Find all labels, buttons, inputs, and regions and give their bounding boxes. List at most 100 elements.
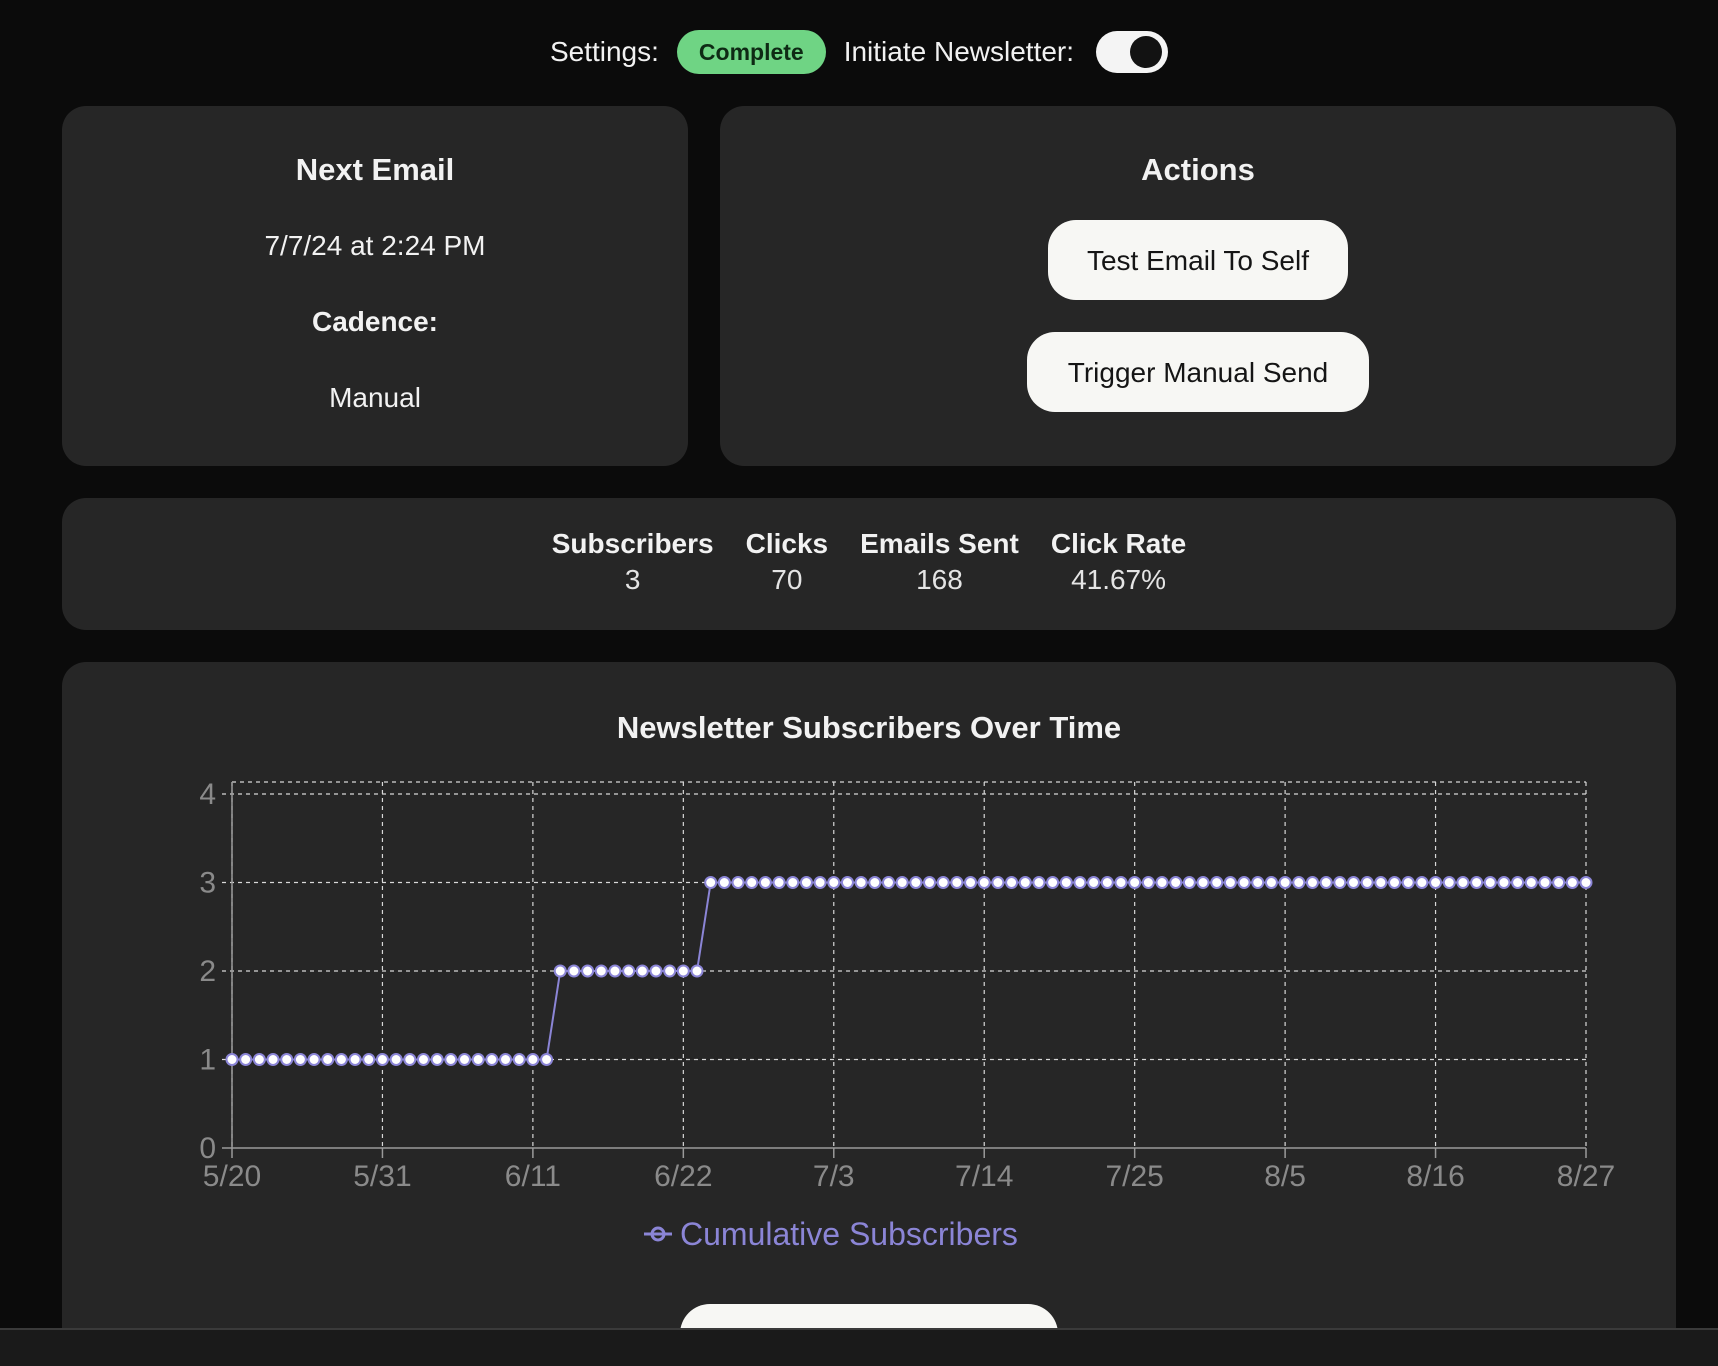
data-point [868, 876, 882, 889]
data-point [403, 1053, 417, 1066]
stat-value: 3 [624, 564, 641, 595]
legend-label: Cumulative Subscribers [680, 1216, 1018, 1252]
data-point [225, 1053, 239, 1066]
cadence-value: Manual [329, 382, 421, 413]
data-point [1073, 876, 1087, 889]
data-point [1456, 876, 1470, 889]
data-point [731, 876, 745, 889]
data-point [553, 964, 567, 978]
data-point [1018, 876, 1032, 889]
data-point [1346, 876, 1360, 889]
data-point [1237, 876, 1251, 889]
data-point [444, 1053, 458, 1066]
data-point [526, 1053, 540, 1066]
toggle-knob [1130, 36, 1163, 68]
test-email-button[interactable]: Test Email To Self [1048, 220, 1348, 300]
subscribers-chart: 5/20 5/31 6/11 6/22 7/3 7/14 7/25 8/5 8/16 8/27 0 1… [199, 778, 1615, 1252]
data-point [1565, 876, 1579, 889]
data-point [622, 964, 636, 978]
next-email-card: Next Email 7/7/24 at 2:24 PM Cadence: Ma… [62, 106, 688, 466]
data-point [348, 1053, 362, 1066]
data-point [1511, 876, 1525, 889]
data-point [772, 876, 786, 889]
series-line-cumulative-subscribers [232, 881, 1586, 1061]
data-point [239, 1053, 253, 1066]
data-point [1401, 876, 1415, 889]
data-point [1524, 876, 1538, 889]
data-point [1128, 876, 1142, 889]
x-tick-label: 5/20 [203, 1160, 261, 1193]
settings-bar: Settings: Complete Initiate Newsletter: [0, 29, 1718, 75]
data-point [362, 1053, 376, 1066]
y-tick-label: 1 [199, 1044, 216, 1077]
data-point [649, 964, 663, 978]
data-point [1470, 876, 1484, 889]
chart-title: Newsletter Subscribers Over Time [616, 710, 1122, 745]
legend-marker-circle [650, 1226, 666, 1242]
data-point [704, 876, 718, 889]
data-point [854, 876, 868, 889]
next-email-title: Next Email [295, 152, 455, 187]
stat-clicks: Clicks 70 [746, 528, 829, 596]
data-point [991, 876, 1005, 889]
stat-value: 168 [916, 564, 963, 595]
data-point [1429, 876, 1443, 889]
data-point [375, 1053, 389, 1066]
settings-status-badge: Complete [676, 30, 826, 74]
data-point [1305, 876, 1319, 889]
initiate-newsletter-toggle[interactable] [1096, 31, 1169, 73]
data-point [1251, 876, 1265, 889]
data-point [1333, 876, 1347, 889]
data-point [1210, 876, 1224, 889]
data-point [1169, 876, 1183, 889]
data-point [1223, 876, 1237, 889]
data-point [266, 1053, 280, 1066]
data-point [1141, 876, 1155, 889]
data-point [923, 876, 937, 889]
y-tick-label: 4 [199, 778, 216, 811]
stat-value: 41.67% [1071, 564, 1167, 595]
data-point [307, 1053, 321, 1066]
data-point [581, 964, 595, 978]
data-point [827, 876, 841, 889]
data-point [1538, 876, 1552, 889]
chart-card: Newsletter Subscribers Over Time 5/20 5/3… [62, 662, 1676, 1366]
trigger-manual-send-button[interactable]: Trigger Manual Send [1027, 332, 1369, 412]
data-point [813, 876, 827, 889]
x-tick-label: 5/31 [353, 1160, 411, 1193]
data-point [540, 1053, 554, 1066]
data-point [594, 964, 608, 978]
data-point [717, 876, 731, 889]
y-tick-label: 2 [199, 955, 216, 988]
data-point [799, 876, 813, 889]
data-point [608, 964, 622, 978]
data-point [676, 964, 690, 978]
stat-subscribers: Subscribers 3 [552, 528, 714, 596]
taskbar [0, 1328, 1718, 1366]
data-point [881, 876, 895, 889]
stat-label: Emails Sent [860, 528, 1019, 559]
data-point [1059, 876, 1073, 889]
data-point [252, 1053, 266, 1066]
data-point [512, 1053, 526, 1066]
data-point [950, 876, 964, 889]
stats-card: Subscribers 3 Clicks 70 Emails Sent 168 … [62, 498, 1676, 630]
stat-emails-sent: Emails Sent 168 [860, 528, 1019, 596]
actions-title: Actions [1141, 152, 1255, 187]
x-tick-label: 6/11 [505, 1160, 561, 1193]
stat-value: 70 [771, 564, 803, 595]
data-point [1182, 876, 1196, 889]
stat-label: Clicks [745, 528, 829, 559]
settings-label: Settings: [549, 36, 659, 67]
data-point [1155, 876, 1169, 889]
data-point [690, 964, 704, 978]
data-point [1360, 876, 1374, 889]
data-point [840, 876, 854, 889]
x-tick-label: 7/3 [813, 1160, 855, 1193]
stat-label: Click Rate [1050, 528, 1187, 559]
data-point [458, 1053, 472, 1066]
data-point [1579, 876, 1593, 889]
stat-label: Subscribers [551, 528, 714, 559]
data-point [1278, 876, 1292, 889]
